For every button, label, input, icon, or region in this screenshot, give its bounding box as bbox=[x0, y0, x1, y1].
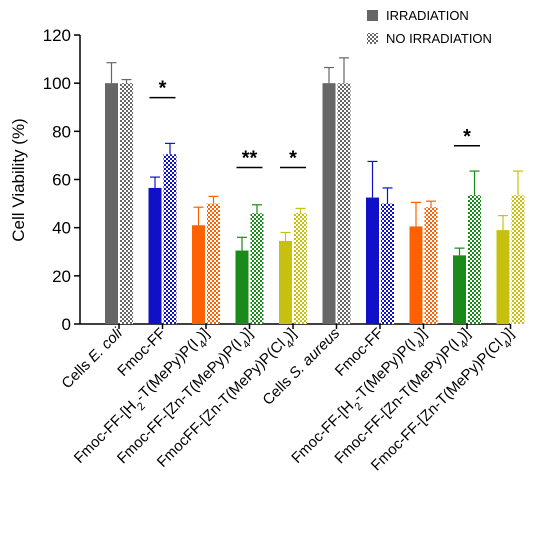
significance-label: * bbox=[159, 78, 167, 100]
y-axis-title: Cell Viability (%) bbox=[9, 118, 28, 241]
legend-swatch-irradiation bbox=[367, 10, 378, 21]
significance-label: * bbox=[463, 126, 471, 148]
bar-irradiation bbox=[366, 197, 379, 324]
bar-irradiation bbox=[105, 83, 118, 325]
y-ticks: 0 20 40 60 80 100 120 bbox=[43, 26, 80, 334]
bar-no-irradiation bbox=[207, 203, 220, 324]
bar-irradiation bbox=[322, 83, 336, 325]
error-bars bbox=[106, 57, 523, 256]
bar-irradiation bbox=[279, 240, 292, 324]
legend-swatch-no-irradiation bbox=[367, 33, 378, 44]
y-tick-label: 120 bbox=[43, 26, 71, 45]
bar-irradiation bbox=[496, 230, 510, 324]
significance-label: * bbox=[289, 147, 297, 169]
bar-no-irradiation bbox=[294, 213, 307, 324]
significance-label: ** bbox=[242, 147, 258, 169]
y-tick-label: 80 bbox=[52, 122, 71, 141]
bar-no-irradiation bbox=[337, 83, 351, 325]
x-tick-labels: Cells E. coliFmoc-FFFmoc-FF-[H2-T(MePy)P… bbox=[58, 324, 517, 474]
bar-irradiation bbox=[148, 187, 162, 324]
bars bbox=[105, 83, 525, 329]
y-tick-label: 0 bbox=[62, 315, 71, 334]
legend: IRRADIATION NO IRRADIATION bbox=[367, 8, 492, 46]
bar-irradiation bbox=[453, 255, 466, 324]
bar-no-irradiation bbox=[424, 207, 438, 324]
bar-irradiation bbox=[235, 250, 249, 324]
y-tick-label: 20 bbox=[52, 267, 71, 286]
bar-no-irradiation bbox=[163, 154, 177, 324]
x-tick-label: Cells E. coli bbox=[58, 324, 126, 392]
bar-no-irradiation bbox=[120, 83, 133, 325]
y-tick-label: 40 bbox=[52, 219, 71, 238]
y-tick-label: 60 bbox=[52, 171, 71, 190]
bar-irradiation bbox=[192, 225, 205, 324]
bar-no-irradiation bbox=[381, 203, 394, 324]
bar-no-irradiation bbox=[468, 195, 481, 324]
significance-markers: *** ** bbox=[149, 78, 480, 169]
y-tick-label: 100 bbox=[43, 74, 71, 93]
bar-no-irradiation bbox=[250, 213, 264, 324]
bar-irradiation bbox=[409, 226, 423, 324]
x-tick-label: Cells S. aureus bbox=[259, 324, 343, 408]
legend-label-irradiation: IRRADIATION bbox=[386, 8, 469, 23]
legend-label-no-irradiation: NO IRRADIATION bbox=[386, 31, 492, 46]
bar-no-irradiation bbox=[511, 195, 525, 324]
